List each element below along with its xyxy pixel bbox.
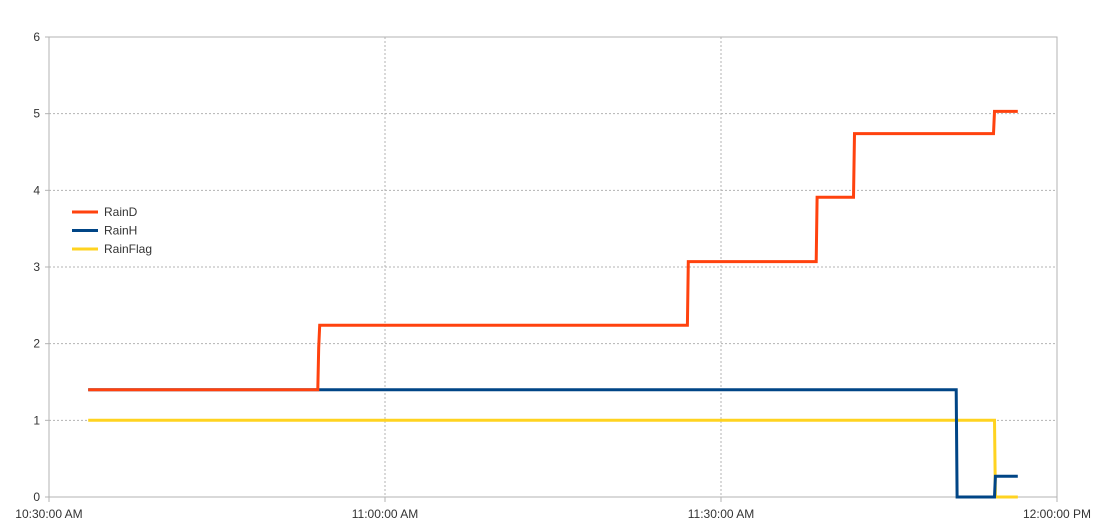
x-tick-label: 11:00:00 AM bbox=[352, 507, 419, 521]
x-tick-label: 10:30:00 AM bbox=[15, 507, 82, 521]
x-tick-label: 11:30:00 AM bbox=[688, 507, 755, 521]
y-tick-label: 5 bbox=[33, 107, 40, 121]
series-line-raind bbox=[88, 109, 1018, 392]
y-tick-label: 0 bbox=[33, 490, 40, 504]
y-tick-label: 2 bbox=[33, 337, 40, 351]
series-line-rainh bbox=[88, 388, 1018, 499]
y-tick-label: 6 bbox=[33, 30, 40, 44]
series-line-rainflag bbox=[88, 418, 1018, 499]
legend-label-rainflag: RainFlag bbox=[104, 242, 152, 256]
legend-label-raind: RainD bbox=[104, 205, 138, 219]
legend-label-rainh: RainH bbox=[104, 224, 137, 238]
x-tick-label: 12:00:00 PM bbox=[1023, 507, 1091, 521]
y-tick-label: 3 bbox=[33, 260, 40, 274]
y-tick-label: 1 bbox=[33, 413, 40, 427]
grid-lines bbox=[49, 37, 1057, 497]
legend: RainD RainH RainFlag bbox=[72, 205, 152, 256]
y-axis-ticks: 0 1 2 3 4 5 6 bbox=[33, 30, 49, 504]
y-tick-label: 4 bbox=[33, 183, 40, 197]
x-axis-ticks: 10:30:00 AM 11:00:00 AM 11:30:00 AM 12:00:0… bbox=[15, 497, 1091, 521]
series-layer bbox=[88, 109, 1018, 499]
